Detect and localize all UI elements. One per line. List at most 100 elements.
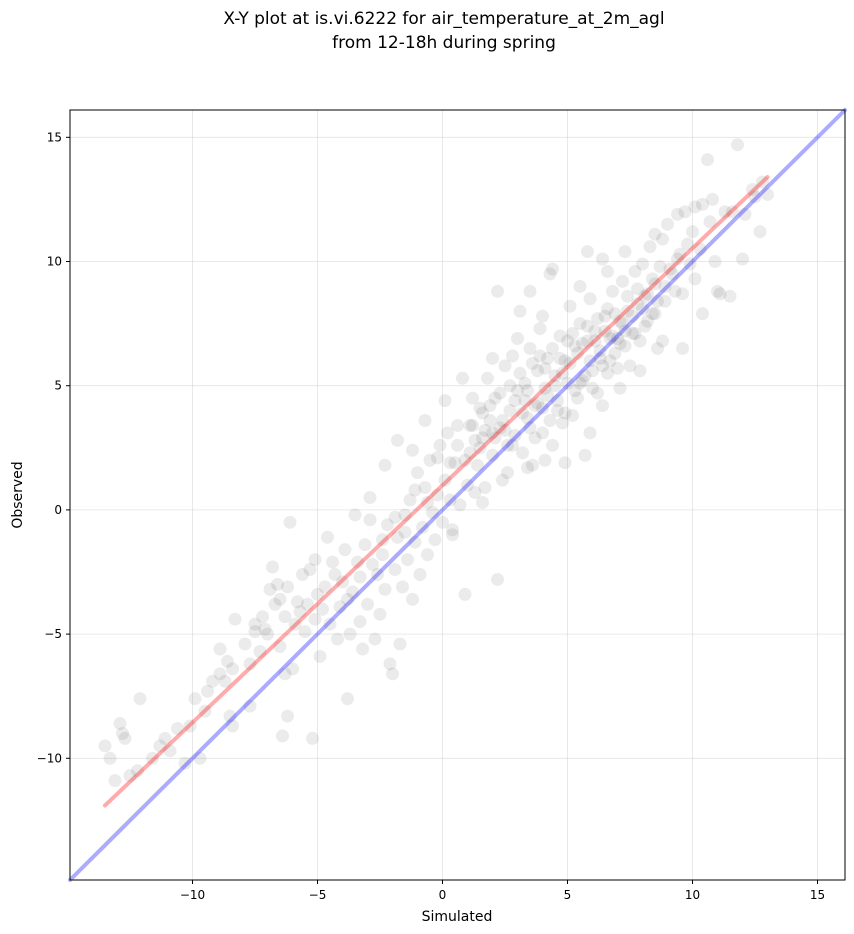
data-point (568, 339, 582, 353)
data-point (436, 515, 449, 529)
data-point (623, 359, 637, 373)
data-point (268, 597, 282, 611)
data-point (163, 744, 177, 758)
data-point (621, 289, 634, 303)
data-point (726, 205, 739, 219)
data-point (226, 662, 239, 676)
data-point (341, 592, 354, 606)
data-point (228, 612, 242, 626)
data-point (558, 456, 572, 470)
data-point (288, 617, 302, 631)
data-point (391, 530, 404, 544)
x-tick-label: 10 (685, 888, 700, 902)
data-point (356, 642, 369, 656)
data-point (613, 381, 627, 395)
data-point (571, 346, 584, 360)
data-point (671, 252, 684, 266)
data-point (521, 384, 534, 398)
data-point (553, 351, 567, 365)
data-point (673, 247, 687, 261)
data-point (488, 431, 502, 445)
data-point (658, 279, 672, 293)
data-point (286, 662, 299, 676)
data-point (571, 391, 584, 405)
data-point (586, 381, 599, 395)
y-tick-label: 5 (54, 379, 62, 393)
data-point (426, 505, 439, 519)
data-point (443, 493, 457, 507)
data-point (738, 207, 752, 221)
data-point (613, 314, 627, 328)
data-point (491, 284, 504, 298)
data-point (603, 354, 617, 368)
data-point (688, 272, 702, 286)
y-tick-label: 15 (47, 130, 62, 144)
data-point (601, 302, 614, 316)
data-point (513, 366, 527, 380)
data-point (603, 332, 617, 346)
data-point (428, 533, 442, 547)
data-point (713, 287, 727, 301)
data-point (598, 324, 612, 338)
data-point (616, 274, 629, 288)
data-point (523, 341, 537, 355)
data-point (546, 262, 559, 276)
data-point (563, 356, 577, 370)
data-point (488, 391, 502, 405)
data-point (506, 349, 519, 363)
data-point (561, 376, 574, 390)
data-point (103, 751, 117, 765)
data-point (338, 543, 352, 557)
data-point (293, 605, 307, 619)
data-point (213, 667, 227, 681)
data-point (581, 245, 594, 259)
data-point (158, 731, 172, 745)
data-point (621, 304, 634, 318)
data-point (696, 307, 709, 321)
data-point (628, 327, 642, 341)
data-point (666, 267, 679, 281)
data-point (583, 292, 597, 306)
data-point (386, 667, 399, 681)
data-point (413, 567, 427, 581)
data-point (421, 495, 434, 509)
data-point (201, 684, 214, 698)
data-point (511, 384, 524, 398)
data-point (473, 401, 487, 415)
data-point (573, 279, 587, 293)
data-point (631, 297, 644, 311)
one-to-one-line (68, 108, 847, 882)
data-point (591, 386, 604, 400)
data-point (516, 406, 529, 420)
data-point (378, 458, 392, 472)
data-point (661, 217, 674, 231)
data-point (653, 259, 667, 273)
data-point (476, 406, 489, 420)
data-point (226, 719, 239, 733)
data-point (403, 493, 417, 507)
data-point (633, 364, 647, 378)
data-point (586, 364, 599, 378)
data-point (478, 423, 492, 437)
data-point (418, 413, 432, 427)
data-point (638, 289, 652, 303)
data-point (731, 138, 744, 152)
data-point (526, 356, 539, 370)
data-point (748, 190, 762, 204)
data-point (646, 272, 659, 286)
data-point (658, 294, 672, 308)
data-point (516, 446, 529, 460)
data-point (746, 182, 759, 196)
y-axis-label: Observed (10, 461, 26, 528)
data-point (536, 426, 549, 440)
data-point (648, 227, 662, 241)
data-point (353, 570, 367, 584)
data-point (561, 334, 574, 348)
data-point (326, 555, 339, 569)
data-point (283, 515, 297, 529)
data-point (671, 207, 684, 221)
data-point (568, 384, 582, 398)
data-point (608, 307, 622, 321)
data-point (676, 287, 689, 301)
data-point (278, 667, 292, 681)
